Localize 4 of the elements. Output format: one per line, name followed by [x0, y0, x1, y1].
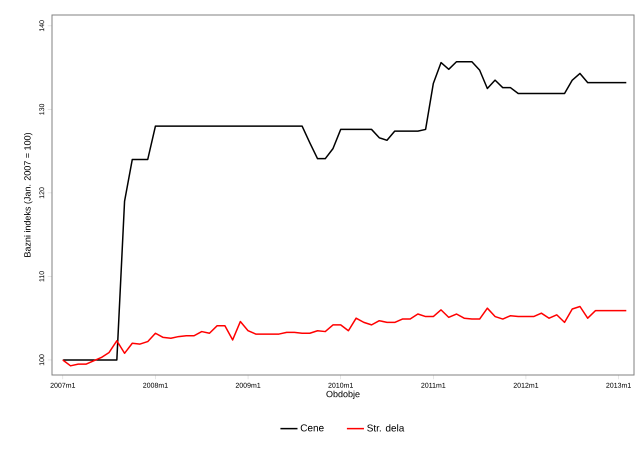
legend-label: Cene — [300, 424, 324, 432]
x-axis-title: Obdobje — [326, 390, 360, 400]
y-axis-title: Bazni indeks (Jan. 2007 = 100) — [24, 132, 32, 257]
legend-label: Str. dela — [367, 424, 404, 432]
